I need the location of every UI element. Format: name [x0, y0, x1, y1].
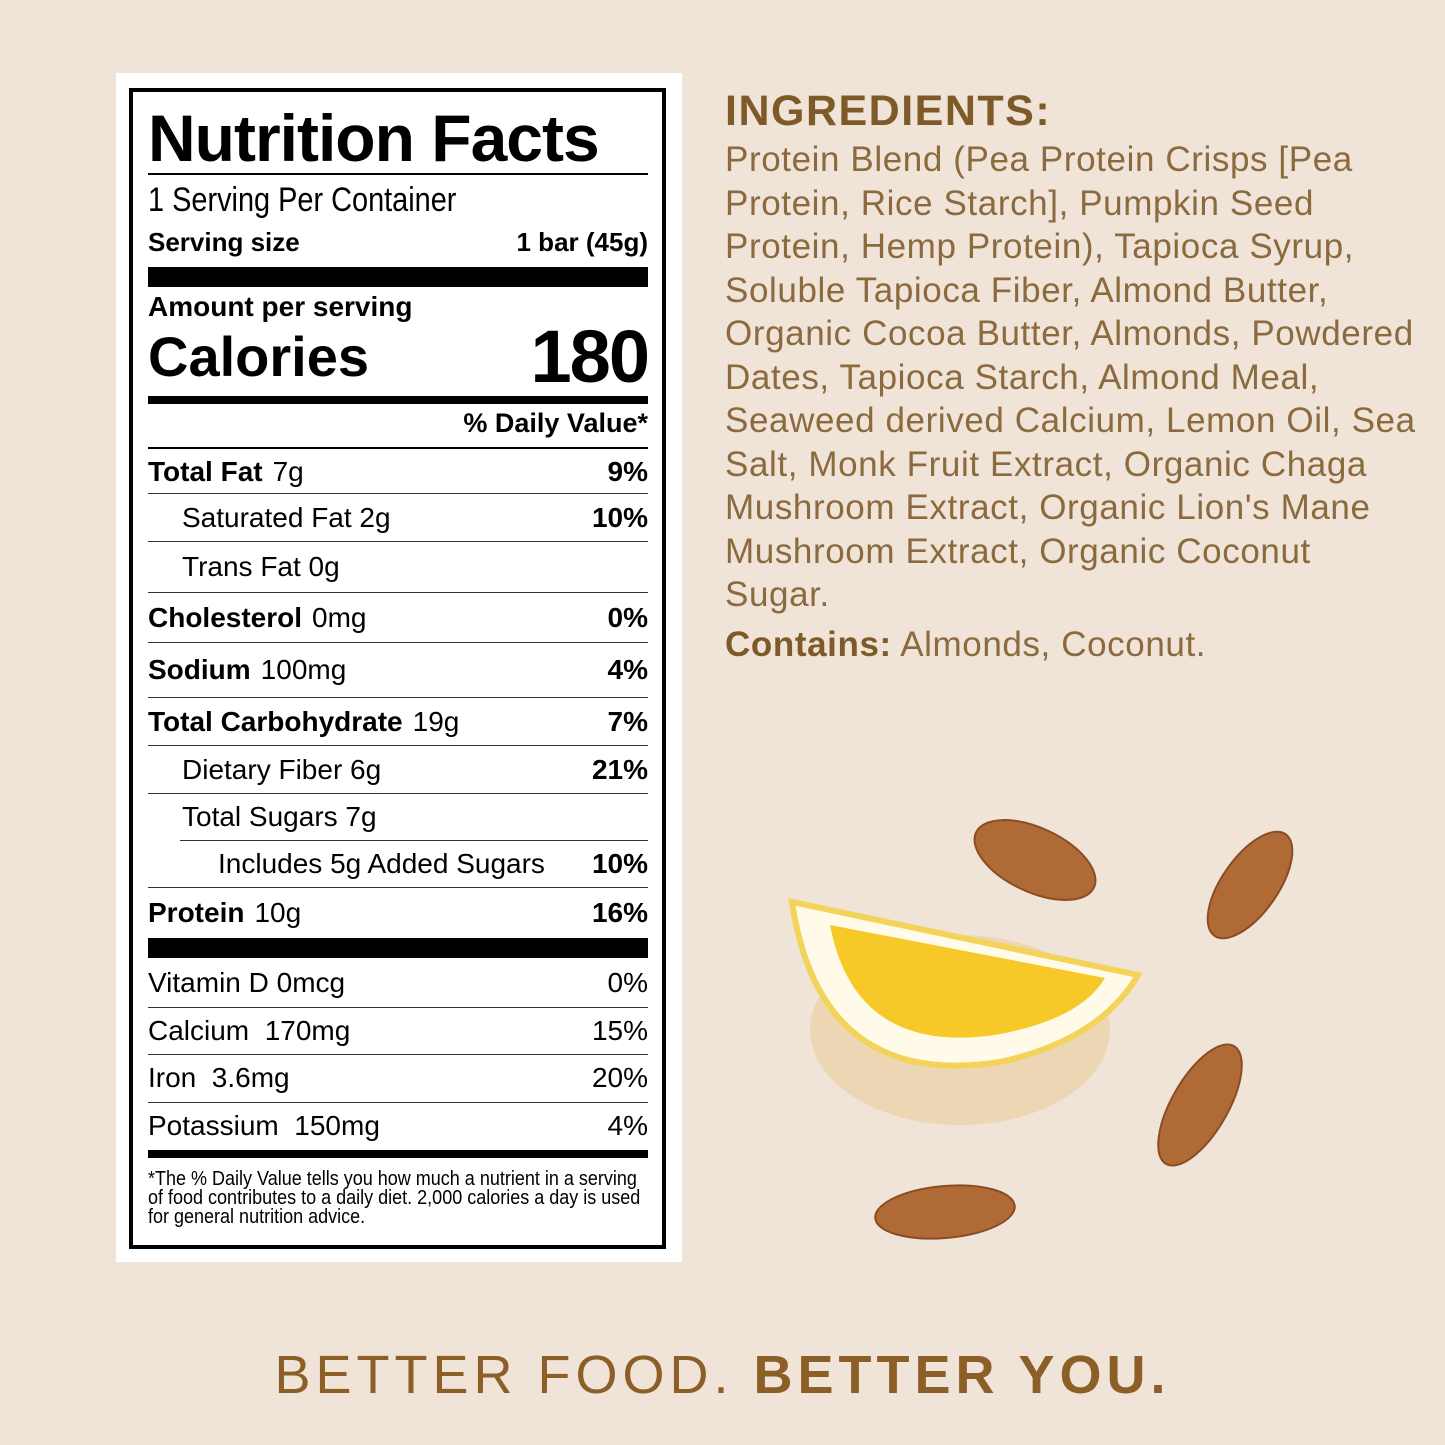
medium-divider — [148, 396, 648, 404]
vitamin-row: Vitamin D 0mcg 0% — [148, 960, 648, 1008]
calories-value: 180 — [530, 314, 650, 398]
nutrient-daily-value: 21% — [591, 753, 648, 785]
nutrient-row: Trans Fat 0g — [148, 542, 648, 593]
thick-divider — [148, 938, 648, 958]
medium-divider — [148, 1150, 648, 1158]
nutrient-label: Cholesterol 0mg — [148, 602, 367, 634]
calories-row: Calories 180 — [148, 315, 650, 398]
calories-label: Calories — [148, 324, 369, 388]
contains-label: Contains: — [725, 624, 892, 664]
vitamin-row: Potassium 150mg 4% — [148, 1103, 648, 1151]
nutrient-name: Cholesterol — [148, 601, 303, 633]
vitamin-row: Calcium 170mg 15% — [148, 1008, 648, 1055]
tagline: BETTER FOOD. BETTER YOU. — [0, 1344, 1445, 1406]
lemon-almond-illustration — [788, 819, 1294, 1240]
nutrient-name: Includes 5g Added Sugars — [218, 848, 545, 879]
nutrient-row: Total Fat 7g 9% — [148, 450, 648, 494]
nutrient-row: Includes 5g Added Sugars 10% — [148, 841, 648, 888]
nutrient-name: Dietary Fiber 6g — [182, 753, 382, 785]
nutrient-name: Total Carbohydrate — [148, 705, 403, 737]
serving-size-label: Serving size — [148, 226, 300, 257]
nutrient-row: Sodium 100mg 4% — [148, 643, 648, 698]
nutrient-daily-value: 7% — [607, 705, 648, 737]
vitamin-daily-value: 4% — [607, 1110, 648, 1142]
contains-text: Almonds, Coconut. — [900, 624, 1207, 664]
ingredients-section: INGREDIENTS: Protein Blend (Pea Protein … — [725, 88, 1425, 666]
nutrient-daily-value: 10% — [591, 501, 648, 533]
nutrient-row: Total Carbohydrate 19g 7% — [148, 698, 648, 746]
nutrient-name: Protein — [148, 897, 245, 928]
amount-per-serving: Amount per serving — [148, 291, 413, 322]
almond-icon — [1157, 1043, 1243, 1167]
nutrient-amount: 0mg — [312, 601, 367, 633]
nutrient-row: Total Sugars 7g — [180, 794, 648, 841]
vitamin-name: Iron 3.6mg — [148, 1062, 290, 1094]
nutrient-name: Total Sugars 7g — [182, 801, 377, 832]
divider — [148, 173, 648, 175]
vitamin-row: Iron 3.6mg 20% — [148, 1055, 648, 1103]
vitamin-name: Calcium 170mg — [148, 1014, 351, 1046]
label-title: Nutrition Facts — [148, 101, 600, 175]
nutrient-name: Saturated Fat 2g — [182, 501, 391, 533]
ingredients-heading: INGREDIENTS: — [725, 87, 1052, 135]
nutrient-label: Includes 5g Added Sugars — [148, 848, 555, 880]
nutrient-daily-value: 16% — [591, 897, 648, 928]
nutrient-label: Total Fat 7g — [148, 456, 304, 488]
nutrient-daily-value: 9% — [607, 455, 648, 487]
tagline-part2: BETTER YOU. — [753, 1345, 1171, 1405]
contains-line: Contains: Almonds, Coconut. — [725, 623, 1425, 667]
nutrient-row: Dietary Fiber 6g 21% — [148, 746, 648, 794]
vitamin-daily-value: 15% — [591, 1014, 648, 1046]
nutrition-label-border — [129, 88, 666, 1249]
vitamin-daily-value: 20% — [591, 1062, 648, 1094]
nutrient-name: Sodium — [148, 654, 251, 685]
nutrient-row: Cholesterol 0mg 0% — [148, 593, 648, 643]
daily-value-header: % Daily Value* — [463, 408, 648, 438]
nutrient-label: Saturated Fat 2g — [148, 502, 401, 534]
nutrient-label: Sodium 100mg — [148, 654, 346, 686]
serving-size-row: Serving size 1 bar (45g) — [148, 226, 648, 258]
nutrient-label: Dietary Fiber 6g — [148, 754, 391, 786]
nutrient-amount: 7g — [272, 455, 304, 487]
vitamin-name: Potassium 150mg — [148, 1110, 380, 1142]
tagline-part1: BETTER FOOD. — [274, 1345, 734, 1405]
nutrient-label: Total Carbohydrate 19g — [148, 706, 459, 738]
footnote: *The % Daily Value tells you how much a … — [148, 1168, 641, 1228]
lemon-flesh-icon — [830, 925, 1105, 1038]
vitamin-name: Vitamin D 0mcg — [148, 967, 346, 999]
nutrient-label: Total Sugars 7g — [180, 801, 387, 833]
nutrient-amount: 10g — [254, 897, 302, 928]
nutrient-row: Saturated Fat 2g 10% — [148, 494, 648, 542]
nutrient-name: Trans Fat 0g — [182, 551, 340, 582]
thick-divider — [148, 267, 648, 287]
nutrient-daily-value: 10% — [591, 848, 648, 879]
nutrient-amount: 19g — [412, 705, 460, 737]
almond-icon — [874, 1184, 1016, 1240]
ingredients-text: Protein Blend (Pea Protein Crisps [Pea P… — [725, 140, 1416, 614]
almond-icon — [1206, 830, 1294, 940]
nutrient-name: Total Fat — [148, 455, 263, 487]
nutrient-row: Protein 10g 16% — [148, 888, 648, 938]
nutrient-daily-value: 0% — [607, 601, 648, 633]
nutrient-daily-value: 4% — [607, 654, 648, 685]
serving-size-value: 1 bar (45g) — [516, 226, 649, 257]
vitamin-daily-value: 0% — [607, 967, 648, 999]
nutrient-amount: 100mg — [260, 654, 347, 685]
nutrient-label: Trans Fat 0g — [148, 551, 350, 583]
nutrient-label: Protein 10g — [148, 897, 301, 929]
servings-per-container: 1 Serving Per Container — [148, 181, 457, 219]
divider — [148, 447, 648, 449]
almond-icon — [973, 819, 1097, 901]
